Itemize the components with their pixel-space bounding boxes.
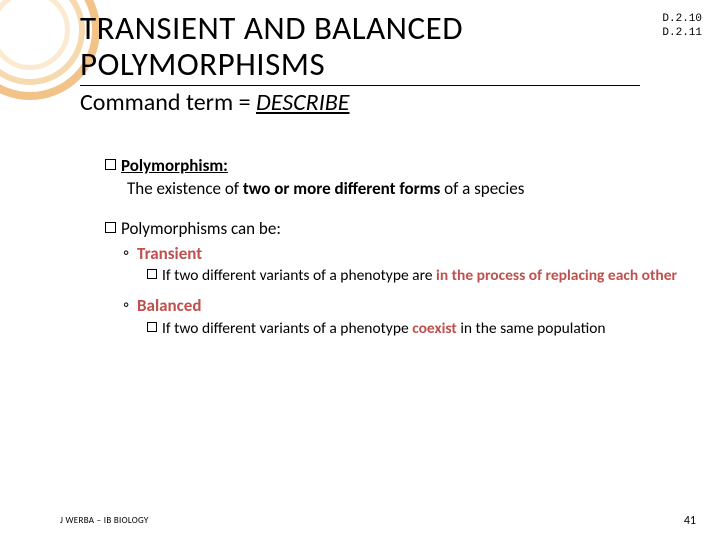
balanced-detail: If two different variants of a phenotype… bbox=[105, 319, 680, 338]
balanced-label: Balanced bbox=[137, 295, 201, 316]
square-bullet-icon bbox=[147, 269, 157, 279]
ref-code: D.2.11 bbox=[662, 26, 702, 40]
square-bullet-icon bbox=[105, 159, 116, 170]
square-bullet-icon bbox=[147, 322, 157, 332]
text-span: If two different variants of a phenotype… bbox=[162, 266, 436, 285]
text-emph: coexist bbox=[412, 319, 457, 338]
open-bullet-icon: ◦ bbox=[123, 295, 129, 315]
subtitle-term: DESCRIBE bbox=[256, 88, 350, 117]
balanced-row: ◦ Balanced bbox=[105, 295, 680, 316]
transient-label: Transient bbox=[137, 243, 202, 264]
title-underline bbox=[80, 85, 640, 86]
types-section: Polymorphisms can be: ◦ Transient If two… bbox=[105, 218, 680, 339]
ring-mid bbox=[0, 0, 85, 85]
text-span: If two different variants of a phenotype bbox=[162, 319, 412, 338]
definition-term: Polymorphism: bbox=[121, 155, 228, 176]
definition-body: The existence of two or more different f… bbox=[105, 178, 680, 199]
open-bullet-icon: ◦ bbox=[123, 243, 129, 263]
transient-detail: If two different variants of a phenotype… bbox=[105, 266, 680, 285]
footer-author: J WERBA – IB BIOLOGY bbox=[60, 515, 149, 526]
ring-inner bbox=[0, 0, 70, 70]
page-title: TRANSIENT AND BALANCED POLYMORPHISMS bbox=[80, 10, 600, 83]
def-emph: two or more different forms bbox=[243, 178, 440, 199]
text-span: in the same population bbox=[457, 319, 606, 338]
definition-row: Polymorphism: bbox=[105, 155, 680, 176]
balanced-text: If two different variants of a phenotype… bbox=[162, 319, 606, 338]
text-emph: in the process of replacing each other bbox=[436, 266, 677, 285]
square-bullet-icon bbox=[105, 222, 116, 233]
def-text: The existence of bbox=[127, 178, 243, 199]
types-lead-row: Polymorphisms can be: bbox=[105, 218, 680, 239]
def-text: of a species bbox=[440, 178, 524, 199]
reference-codes: D.2.10 D.2.11 bbox=[662, 12, 702, 41]
subtitle: Command term = DESCRIBE bbox=[80, 88, 600, 117]
subtitle-lead: Command term = bbox=[80, 88, 256, 117]
title-block: TRANSIENT AND BALANCED POLYMORPHISMS Com… bbox=[80, 10, 600, 117]
page-number: 41 bbox=[684, 514, 696, 528]
types-lead: Polymorphisms can be: bbox=[121, 218, 281, 239]
ref-code: D.2.10 bbox=[662, 12, 702, 26]
transient-text: If two different variants of a phenotype… bbox=[162, 266, 677, 285]
transient-row: ◦ Transient bbox=[105, 243, 680, 264]
content-body: Polymorphism: The existence of two or mo… bbox=[105, 155, 680, 338]
